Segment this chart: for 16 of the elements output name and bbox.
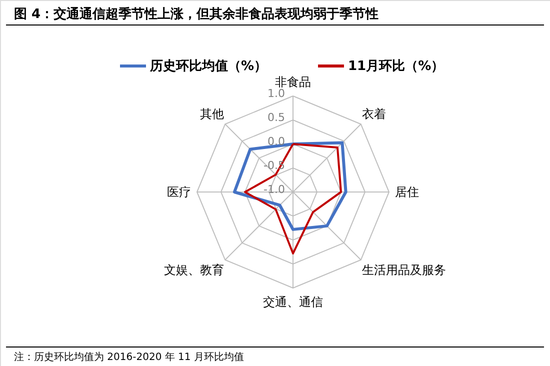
y-tick-label: 0.5 [268, 111, 285, 124]
spoke-label: 医疗 [167, 185, 191, 199]
y-tick-label: -1.0 [264, 183, 285, 196]
spoke-label: 文娱、教育 [164, 262, 224, 277]
spoke-label: 生活用品及服务 [362, 262, 446, 277]
chart-title: 图 4：交通通信超季节性上涨，但其余非食品表现均弱于季节性 [14, 6, 379, 22]
spoke-label: 非食品 [275, 75, 311, 89]
spoke-label: 其他 [200, 107, 224, 122]
text: 注：历史环比均值为 2016-2020 年 11 月环比均值 [14, 351, 244, 363]
legend-label: 11月环比（%） [348, 59, 444, 74]
y-tick-label: 1.0 [268, 87, 285, 100]
spoke-label: 衣着 [362, 107, 386, 122]
y-tick-label: 0.0 [268, 135, 285, 148]
spoke-label: 交通、通信 [263, 295, 323, 309]
legend-label: 历史环比均值（%） [149, 59, 268, 74]
spoke-label: 居住 [395, 185, 419, 199]
